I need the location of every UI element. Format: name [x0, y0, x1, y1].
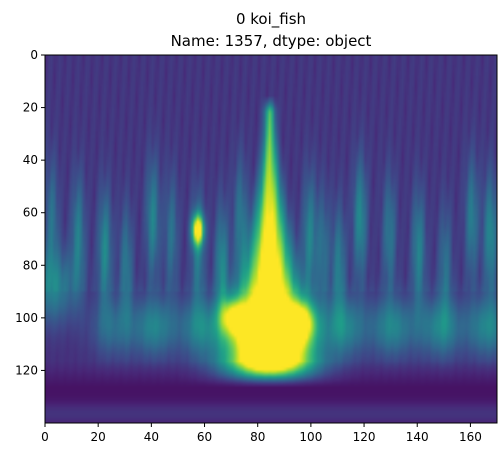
y-tick-label: 120 [15, 363, 38, 377]
y-axis: 0 20 40 60 80 100 120 [15, 48, 45, 377]
x-tick-label: 40 [144, 430, 159, 444]
x-tick-label: 20 [91, 430, 106, 444]
x-axis: 0 20 40 60 80 100 120 140 160 [41, 423, 482, 444]
y-tick-label: 40 [23, 153, 38, 167]
y-tick-label: 60 [23, 206, 38, 220]
y-tick-label: 100 [15, 311, 38, 325]
chart-title-line2: Name: 1357, dtype: object [171, 32, 372, 50]
x-tick-label: 0 [41, 430, 49, 444]
x-tick-label: 160 [459, 430, 482, 444]
y-tick-label: 20 [23, 101, 38, 115]
heatmap-image [45, 55, 497, 423]
y-tick-label: 0 [30, 48, 38, 62]
chart-title-line1: 0 koi_fish [236, 10, 306, 29]
x-tick-label: 120 [353, 430, 376, 444]
x-tick-label: 140 [406, 430, 429, 444]
x-tick-label: 80 [250, 430, 265, 444]
plot-frame [44, 54, 498, 424]
x-tick-label: 60 [197, 430, 212, 444]
x-tick-label: 100 [299, 430, 322, 444]
y-tick-label: 80 [23, 258, 38, 272]
